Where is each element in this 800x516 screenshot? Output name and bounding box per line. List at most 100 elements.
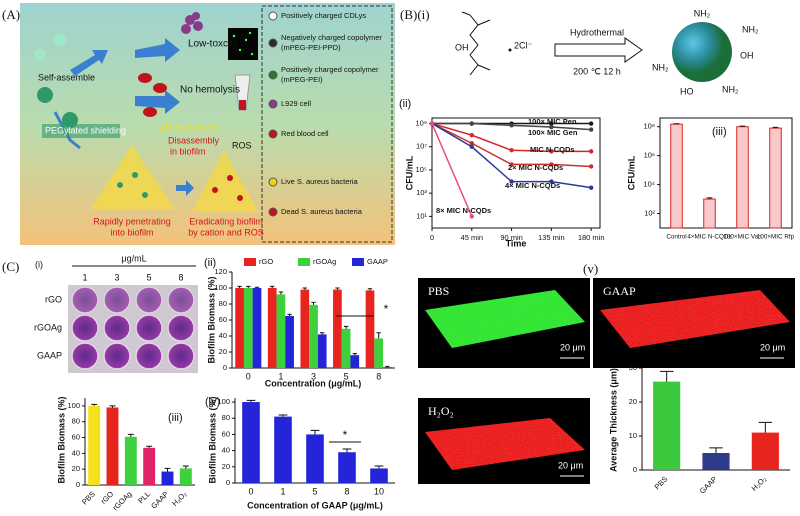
label: No hemolysis (180, 85, 240, 96)
series-label: 100× MIC Gen (528, 128, 578, 137)
panel-label: (ii) (204, 257, 216, 269)
y-tick-label: 40 (72, 448, 80, 457)
y-tick-label: 10³ (416, 188, 427, 197)
error-bar (246, 285, 251, 288)
point (469, 144, 474, 149)
error-bar (367, 288, 373, 291)
panel-label: (A) (2, 7, 20, 22)
label: by cation and ROS (188, 227, 264, 237)
error-bar (246, 399, 256, 403)
bar (161, 471, 174, 485)
legend-text: Positively charged CDLys (281, 11, 366, 20)
point (588, 149, 594, 154)
image-label: H₂O₂ (428, 404, 454, 418)
point (429, 121, 435, 126)
x-tick-label: 100×MIC Rfp (757, 234, 795, 241)
legend-icon (268, 177, 278, 187)
error-bar (335, 287, 340, 290)
y-tick-label: 10¹ (416, 211, 427, 220)
x-tick-label: H₂O₂ (750, 474, 768, 492)
bar (317, 334, 327, 368)
texture (425, 418, 585, 470)
legend-swatch (244, 258, 256, 266)
well (71, 342, 99, 370)
column-label: 5 (146, 272, 151, 282)
error-bar (739, 125, 746, 127)
panel-label: (iii) (712, 126, 727, 138)
column-label: 1 (82, 272, 87, 282)
x-tick-label: PBS (80, 489, 97, 506)
x-tick-label: GAAP (149, 489, 170, 510)
error-bar (302, 287, 307, 290)
legend-icon (268, 11, 278, 21)
y-axis-label: Biofilm Biomass (%) (207, 396, 217, 483)
point (549, 149, 554, 154)
point (509, 123, 514, 128)
y-tick-label: 60 (219, 315, 227, 324)
x-axis-label: Concentration of GAAP (μg/mL) (247, 500, 383, 510)
legend-text: Positively charged copolymer (281, 65, 379, 74)
bar (306, 434, 324, 483)
y-tick-label: 10⁹ (415, 119, 427, 128)
x-tick-label: H₂O₂ (170, 489, 188, 507)
error-bar (320, 332, 325, 335)
x-tick-label: 100×MIC Van (723, 234, 762, 241)
y-tick-label: 100 (217, 397, 230, 406)
well (103, 286, 131, 314)
label: OH (455, 42, 469, 52)
label: Rapidly penetrating (93, 216, 171, 226)
group: HO (680, 86, 694, 96)
point (509, 179, 514, 184)
legend-swatch (298, 258, 310, 266)
y-axis-label: CFU/mL (626, 155, 636, 190)
point (509, 162, 514, 167)
panel-label: (v) (583, 261, 598, 276)
series-label: 100× MIC Pen (528, 117, 577, 126)
unit: μg/mL (121, 253, 146, 263)
group: NH₂ (652, 62, 669, 72)
row-label: rGO (45, 294, 62, 304)
error-bar (342, 448, 352, 453)
legend-label: rGO (259, 257, 273, 266)
legend-icon (268, 99, 278, 109)
y-tick-label: 60 (222, 429, 230, 438)
scale-label: 20 μm (558, 460, 583, 470)
label: in biofilm (170, 146, 206, 156)
bar (374, 338, 384, 368)
well (71, 286, 99, 314)
legend-text: Dead S. aureus bacteria (281, 207, 363, 216)
y-tick-label: 10⁴ (643, 180, 655, 189)
bar (124, 436, 137, 485)
group: OH (740, 50, 754, 60)
point (588, 164, 594, 169)
dot (508, 48, 512, 52)
x-tick-label: 45 min (461, 233, 484, 242)
y-axis-label: Biofilm Biomass (%) (56, 396, 66, 483)
error-bar (91, 403, 98, 406)
bar (670, 123, 683, 229)
point (549, 162, 554, 167)
y-tick-label: 40 (219, 331, 227, 340)
bar (370, 468, 388, 483)
x-tick-label: 0 (430, 233, 434, 242)
bar (751, 432, 779, 470)
well (71, 314, 99, 342)
texture (600, 290, 790, 348)
legend-label: rGOAg (313, 257, 336, 266)
label: ROS (232, 140, 252, 150)
point (588, 121, 594, 126)
y-tick-label: 30 (629, 363, 637, 372)
legend-icon (268, 70, 278, 80)
error-bar (376, 332, 381, 339)
y-tick-label: 0 (226, 478, 230, 487)
bar (267, 288, 277, 368)
y-tick-label: 20 (72, 464, 80, 473)
bar (383, 367, 392, 368)
y-tick-label: 80 (72, 417, 80, 426)
panel-label: (B)(i) (400, 7, 430, 22)
row-label: rGOAg (34, 322, 62, 332)
error-bar (311, 301, 316, 305)
